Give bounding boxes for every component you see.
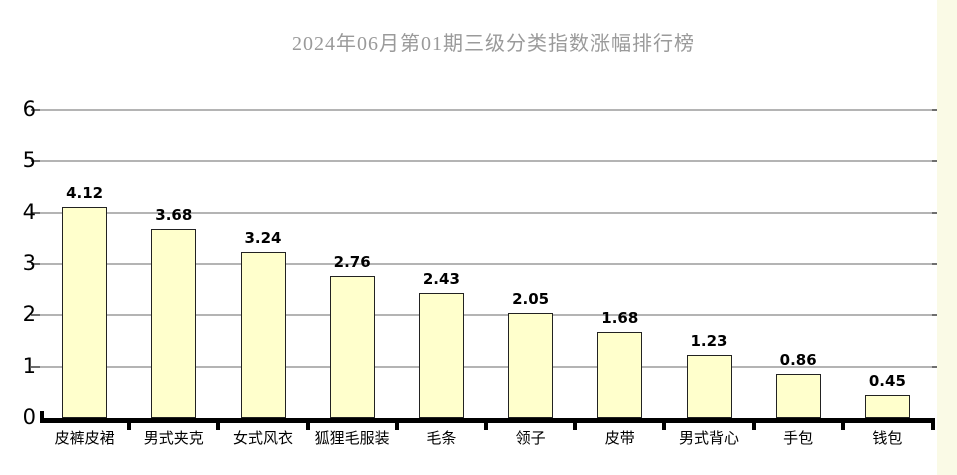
x-axis-category-label: 男式背心 xyxy=(678,431,739,447)
y-axis-right-tick xyxy=(932,211,941,214)
bar[interactable] xyxy=(151,229,197,418)
right-edge-strip xyxy=(937,0,957,475)
x-axis-boundary-tick xyxy=(751,423,756,430)
x-axis-category-label: 手包 xyxy=(783,431,814,447)
y-axis-tick-label: 2 xyxy=(22,302,36,327)
x-axis-category-label: 钱包 xyxy=(872,431,903,447)
y-axis-tick-label: 6 xyxy=(22,97,36,121)
bar[interactable] xyxy=(62,207,108,418)
chart-title: 2024年06月第01期三级分类指数涨幅排行榜 xyxy=(292,33,695,55)
x-axis-boundary-tick xyxy=(216,423,221,430)
bar-value-label: 2.05 xyxy=(512,290,550,308)
y-axis-right-tick xyxy=(932,314,941,317)
x-axis-boundary-tick xyxy=(573,423,578,430)
gridline xyxy=(40,314,932,317)
gridline xyxy=(40,365,932,368)
bar-value-label: 4.12 xyxy=(66,184,104,202)
y-axis-left-tick xyxy=(31,263,40,265)
x-axis-category-label: 皮裤皮裙 xyxy=(54,431,115,447)
bar[interactable] xyxy=(329,276,375,418)
y-axis-right-tick xyxy=(932,365,941,368)
x-axis-category-label: 男式夹克 xyxy=(143,431,204,447)
x-axis-category-label: 毛条 xyxy=(426,431,457,447)
gridline xyxy=(40,211,932,214)
x-axis-boundary-tick xyxy=(840,423,845,430)
x-axis-boundary-tick xyxy=(662,423,667,430)
x-axis-right-end-tick xyxy=(931,423,935,430)
bar[interactable] xyxy=(686,355,732,418)
y-axis-tick-label: 1 xyxy=(22,353,36,378)
bar-value-label: 3.24 xyxy=(244,229,282,247)
x-axis-boundary-tick xyxy=(484,423,488,430)
bar-value-label: 2.76 xyxy=(333,253,371,271)
y-axis-tick-label: 0 xyxy=(22,405,36,429)
y-axis-left-tick xyxy=(31,211,40,214)
y-axis-tick-label: 5 xyxy=(22,148,36,173)
bar-value-label: 0.86 xyxy=(779,351,817,369)
y-axis-left-tick xyxy=(31,160,40,163)
bar-value-label: 2.43 xyxy=(422,270,460,288)
gridline xyxy=(40,109,932,111)
y-axis-right-tick xyxy=(932,160,941,163)
x-axis-category-label: 狐狸毛服装 xyxy=(314,431,390,447)
y-axis-tick-label: 4 xyxy=(22,199,36,224)
bar[interactable] xyxy=(864,395,910,418)
x-axis-category-label: 领子 xyxy=(515,431,546,447)
y-axis-right-tick xyxy=(932,109,941,111)
bar-value-label: 1.23 xyxy=(690,332,728,350)
bar[interactable] xyxy=(597,332,643,418)
y-axis-left-tick xyxy=(31,109,40,111)
y-axis-right-tick xyxy=(932,263,941,265)
bar-value-label: 1.68 xyxy=(601,309,639,327)
x-axis-category-label: 皮带 xyxy=(604,431,635,447)
gridline xyxy=(40,160,932,163)
x-axis-boundary-tick xyxy=(394,423,399,430)
bar[interactable] xyxy=(508,313,554,418)
y-axis-left-tick xyxy=(31,365,40,368)
x-axis-boundary-tick xyxy=(127,423,132,430)
gridline xyxy=(40,263,932,265)
bar[interactable] xyxy=(418,293,464,418)
y-axis-left-tick xyxy=(31,314,40,317)
x-axis-category-label: 女式风衣 xyxy=(232,431,293,447)
x-axis-line xyxy=(40,418,935,423)
bar-value-label: 0.45 xyxy=(868,372,906,390)
x-axis-left-end-tick xyxy=(40,411,44,418)
bar[interactable] xyxy=(775,374,821,418)
x-axis-boundary-tick xyxy=(305,423,310,430)
bar-value-label: 3.68 xyxy=(155,206,193,224)
y-axis-tick-label: 3 xyxy=(22,251,36,275)
bar[interactable] xyxy=(240,252,286,418)
